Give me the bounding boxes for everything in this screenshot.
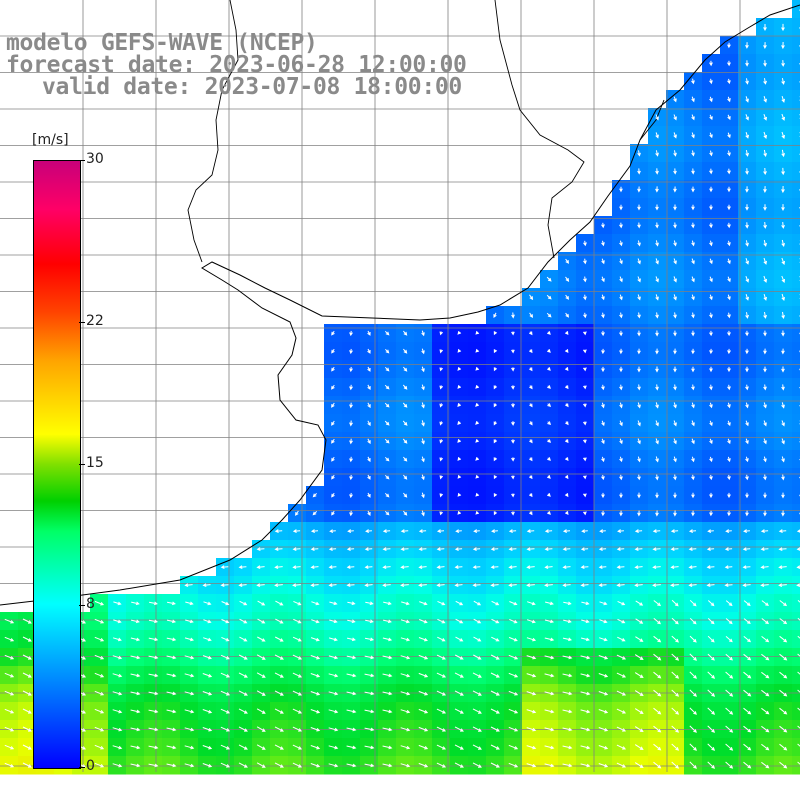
wind-cell <box>792 432 800 451</box>
colorbar-tick-label: 15 <box>86 455 104 471</box>
colorbar <box>33 160 81 769</box>
wind-cell <box>792 126 800 145</box>
wind-cell <box>792 486 800 505</box>
border-line <box>188 90 222 262</box>
colorbar-tick-mark <box>79 322 85 323</box>
colorbar-tick-label: 8 <box>86 596 95 612</box>
wind-cell <box>792 756 800 775</box>
wind-cell <box>792 666 800 685</box>
wind-cell <box>792 594 800 613</box>
wind-cell <box>792 198 800 217</box>
border-line <box>495 0 584 258</box>
colorbar-tick-mark <box>79 160 85 161</box>
title-valid-date: valid date: 2023-07-08 18:00:00 <box>42 75 462 99</box>
wind-cell <box>792 342 800 361</box>
colorbar-tick-label: 0 <box>86 758 95 774</box>
colorbar-tick-label: 30 <box>86 151 104 167</box>
wind-cell <box>792 108 800 127</box>
wind-cell <box>792 180 800 199</box>
wind-cell <box>792 18 800 37</box>
wind-cell <box>792 306 800 325</box>
colorbar-tick-mark <box>79 605 85 606</box>
wind-cell <box>792 54 800 73</box>
wind-cell <box>792 648 800 667</box>
wind-cell <box>792 738 800 757</box>
wind-cell <box>792 36 800 55</box>
wind-cell <box>792 270 800 289</box>
wind-cell <box>792 414 800 433</box>
wind-cell <box>792 396 800 415</box>
wind-cell <box>792 468 800 487</box>
wind-cell <box>792 360 800 379</box>
colorbar-tick-label: 22 <box>86 313 104 329</box>
wind-cell <box>792 234 800 253</box>
wind-cell <box>792 630 800 649</box>
wind-cell <box>792 288 800 307</box>
wind-cell <box>792 702 800 721</box>
wind-cell <box>792 144 800 163</box>
wind-cell <box>792 90 800 109</box>
wind-cell <box>792 0 800 19</box>
wind-cell <box>792 378 800 397</box>
wind-cell <box>792 162 800 181</box>
wind-cell <box>792 450 800 469</box>
colorbar-tick-mark <box>79 767 85 768</box>
colorbar-tick-mark <box>79 464 85 465</box>
wind-cell <box>792 324 800 343</box>
wind-cell <box>792 72 800 91</box>
wind-cell <box>792 504 800 523</box>
colorbar-unit: [m/s] <box>32 132 69 148</box>
wind-cell <box>792 612 800 631</box>
